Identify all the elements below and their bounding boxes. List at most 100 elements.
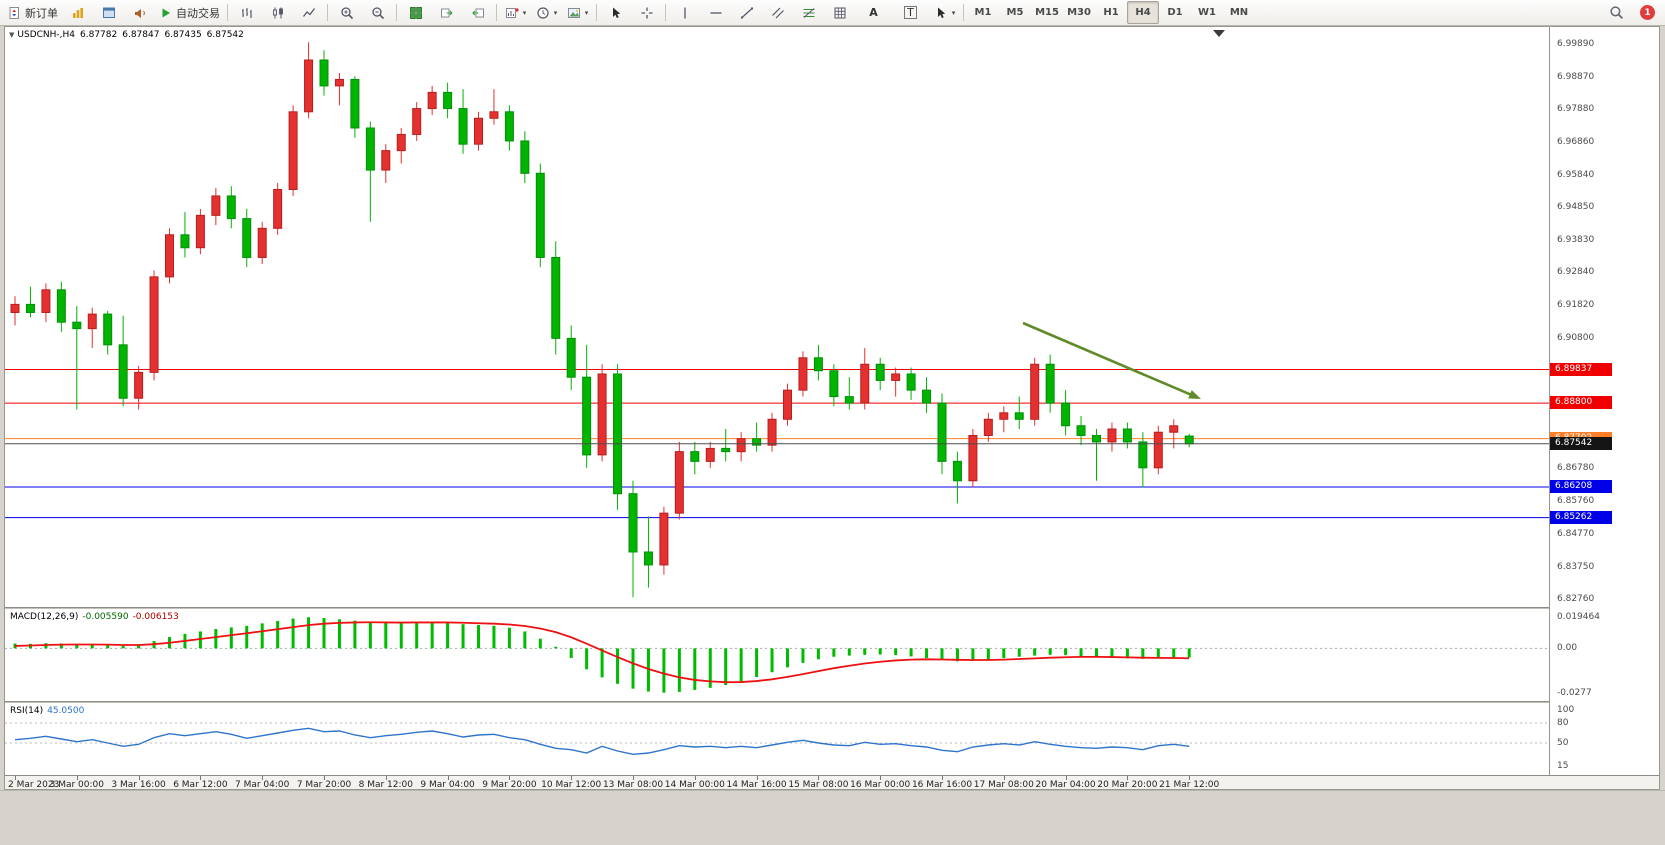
cursor-button[interactable] bbox=[600, 1, 631, 24]
alerts-button[interactable] bbox=[124, 1, 155, 24]
macd-signal-value: -0.006153 bbox=[132, 612, 179, 622]
price-tick-label: 6.98870 bbox=[1557, 72, 1595, 83]
market-watch-button[interactable] bbox=[62, 1, 93, 24]
price-tick-label: 6.93830 bbox=[1557, 235, 1595, 246]
resistance-price-label: 6.89837 bbox=[1550, 362, 1612, 376]
tiles-icon bbox=[409, 6, 422, 19]
time-tick bbox=[138, 776, 140, 780]
timeframe-m1-button[interactable]: M1 bbox=[974, 7, 992, 18]
crosshair-button[interactable] bbox=[631, 1, 662, 24]
templates-button[interactable]: ▾ bbox=[562, 1, 593, 24]
time-tick-label: 21 Mar 12:00 bbox=[1159, 780, 1220, 790]
rsi-panel[interactable] bbox=[5, 703, 1549, 775]
toolbar-separator bbox=[227, 4, 228, 21]
auto-scroll-button[interactable] bbox=[431, 1, 462, 24]
zoom-out-button[interactable] bbox=[362, 1, 393, 24]
time-tick-label: 16 Mar 00:00 bbox=[850, 780, 911, 790]
time-tick bbox=[694, 776, 696, 780]
time-tick bbox=[880, 776, 882, 780]
vline-icon bbox=[683, 7, 686, 18]
bluewin-icon bbox=[102, 7, 115, 18]
time-tick-label: 13 Mar 08:00 bbox=[602, 780, 664, 790]
chartshift-icon bbox=[471, 8, 484, 17]
line-icon bbox=[302, 7, 315, 17]
new-order-button[interactable]: 新订单 bbox=[4, 1, 62, 24]
time-tick bbox=[1065, 776, 1067, 780]
price-tick-label: 6.91820 bbox=[1557, 300, 1595, 311]
auto-trading-button[interactable]: 自动交易 bbox=[155, 1, 224, 24]
search-icon[interactable] bbox=[1601, 1, 1632, 24]
price-tick-label: 6.86780 bbox=[1557, 463, 1595, 474]
notification-badge[interactable]: 1 bbox=[1640, 5, 1655, 20]
shapes-button[interactable] bbox=[824, 1, 855, 24]
price-axis[interactable]: 6.99890 6.98870 6.97880 6.96860 6.95840 6.948… bbox=[1549, 27, 1659, 775]
price-tick-label: 6.92840 bbox=[1557, 267, 1595, 278]
vertical-line-button[interactable] bbox=[669, 1, 700, 24]
autoscroll-icon bbox=[440, 8, 452, 17]
channel-icon bbox=[771, 7, 784, 18]
panel-separator[interactable] bbox=[5, 607, 1659, 609]
fibonacci-button[interactable] bbox=[793, 1, 824, 24]
timeframe-m30-button[interactable]: M30 bbox=[1067, 7, 1091, 18]
time-axis[interactable]: 2 Mar 2023 3 Mar 00:00 3 Mar 16:00 6 Mar 12… bbox=[5, 775, 1659, 790]
crosshair-icon bbox=[641, 7, 652, 18]
candlestick-chart-button[interactable] bbox=[262, 1, 293, 24]
ohlc-open: 6.87782 bbox=[80, 30, 118, 40]
timeframe-mn-button[interactable]: MN bbox=[1229, 7, 1249, 18]
time-tick-label: 7 Mar 20:00 bbox=[296, 780, 352, 790]
chart-collapse-icon[interactable]: ▼ bbox=[9, 31, 15, 39]
trendline-button[interactable] bbox=[731, 1, 762, 24]
price-chart[interactable] bbox=[5, 27, 1549, 607]
time-tick-label: 6 Mar 12:00 bbox=[173, 780, 228, 790]
new-order-button-label: 新订单 bbox=[25, 6, 58, 20]
time-tick bbox=[385, 776, 387, 780]
arrow-tools-button[interactable]: ▾ bbox=[929, 1, 960, 24]
price-tick-label: 6.90800 bbox=[1557, 333, 1595, 344]
ohlc-high: 6.87847 bbox=[122, 30, 160, 40]
tile-windows-button[interactable] bbox=[400, 1, 431, 24]
template-icon bbox=[567, 7, 580, 18]
periods-button[interactable]: ▾ bbox=[531, 1, 562, 24]
bar-chart-button[interactable] bbox=[231, 1, 262, 24]
text-label-button[interactable]: T bbox=[892, 1, 929, 24]
time-tick bbox=[571, 776, 573, 780]
panel-separator[interactable] bbox=[5, 701, 1659, 703]
time-tick bbox=[262, 776, 264, 780]
rsi-axis-label: 80 bbox=[1557, 718, 1569, 728]
toolbar-separator bbox=[963, 4, 964, 21]
timeframe-w1-button[interactable]: W1 bbox=[1198, 7, 1216, 18]
timeframe-m15-button[interactable]: M15 bbox=[1035, 7, 1059, 18]
toolbar-separator bbox=[665, 4, 666, 21]
time-tick bbox=[1127, 776, 1129, 780]
candle-icon bbox=[272, 7, 283, 18]
rsi-axis-label: 100 bbox=[1557, 704, 1575, 715]
clock-icon bbox=[537, 6, 549, 19]
chart-shift-marker bbox=[1213, 30, 1225, 37]
line-chart-button[interactable] bbox=[293, 1, 324, 24]
equidistant-channel-button[interactable] bbox=[762, 1, 793, 24]
price-tick-label: 6.83750 bbox=[1557, 561, 1595, 572]
timeframe-m5-button[interactable]: M5 bbox=[1006, 7, 1024, 18]
chart-shift-button[interactable] bbox=[462, 1, 493, 24]
timeframe-d1-button[interactable]: D1 bbox=[1167, 7, 1183, 18]
dropdown-caret-icon: ▾ bbox=[553, 8, 558, 17]
zoomin-icon bbox=[340, 6, 353, 19]
new-chart-button[interactable]: ▾ bbox=[500, 1, 531, 24]
fibo-icon bbox=[803, 7, 814, 18]
magnifier-icon bbox=[1610, 6, 1624, 20]
time-tick bbox=[633, 776, 634, 780]
goldbars-icon bbox=[72, 7, 83, 18]
text-label-button-label: T bbox=[904, 6, 917, 19]
horizontal-line-button[interactable] bbox=[700, 1, 731, 24]
time-tick-label: 2 Mar 2023 bbox=[8, 780, 60, 790]
time-tick-label: 15 Mar 08:00 bbox=[788, 780, 849, 790]
text-button[interactable]: A bbox=[855, 1, 892, 24]
timeframe-h4-button[interactable]: H4 bbox=[1127, 1, 1159, 24]
timeframe-h1-button[interactable]: H1 bbox=[1103, 7, 1119, 18]
toolbar-separator bbox=[327, 4, 328, 21]
data-window-button[interactable] bbox=[93, 1, 124, 24]
zoom-in-button[interactable] bbox=[331, 1, 362, 24]
macd-panel[interactable] bbox=[5, 609, 1549, 701]
price-tick-label: 6.96860 bbox=[1557, 137, 1595, 148]
price-tick-label: 6.82760 bbox=[1557, 593, 1595, 604]
